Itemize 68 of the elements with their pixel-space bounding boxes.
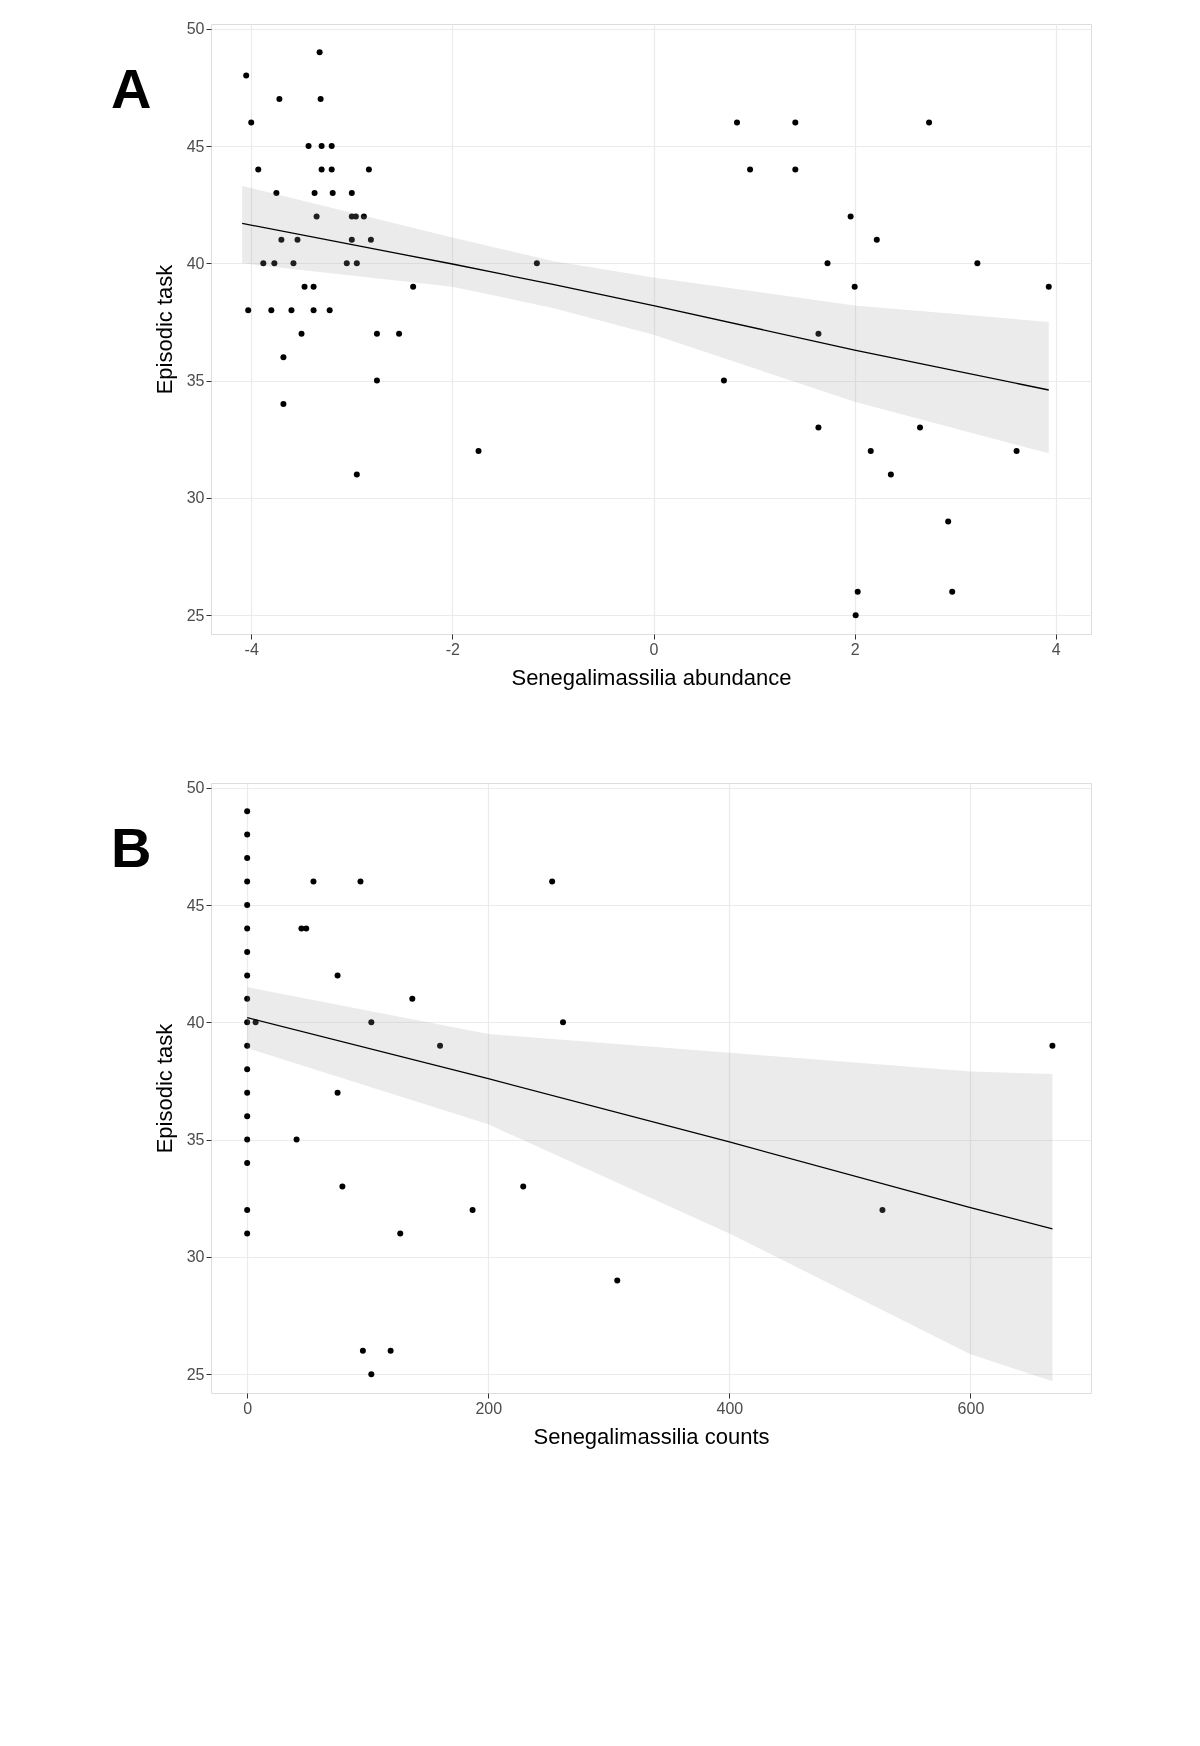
x-tick-label: -2 <box>445 640 461 658</box>
x-tick-label: 400 <box>716 1399 744 1417</box>
x-tick-label: 0 <box>649 640 659 658</box>
point <box>469 1207 476 1213</box>
point <box>244 1230 251 1237</box>
x-tick-label: 0 <box>243 1399 253 1417</box>
point <box>244 1042 251 1049</box>
x-tick-label: 4 <box>1051 640 1061 658</box>
point <box>409 995 416 1002</box>
point <box>244 972 251 979</box>
point <box>244 808 251 815</box>
point <box>397 1230 404 1237</box>
text: A <box>111 57 152 120</box>
x-tick-label: 2 <box>850 640 860 658</box>
line-series <box>241 222 1050 391</box>
x-axis-title: Senegalimassilia counts <box>533 1423 770 1449</box>
y-axis-title: Episodic task <box>151 263 177 395</box>
x-tick-label: 200 <box>475 1399 503 1417</box>
point <box>334 972 341 979</box>
point <box>310 878 317 885</box>
point <box>244 1207 251 1213</box>
point <box>244 925 251 932</box>
point <box>387 1347 394 1354</box>
point <box>244 1089 251 1096</box>
point <box>368 1371 375 1378</box>
y-axis-title: Episodic task <box>151 1022 177 1154</box>
point <box>244 878 251 885</box>
point <box>1049 1042 1056 1049</box>
point <box>549 878 556 885</box>
point <box>303 925 310 932</box>
y-tick-label: 40 <box>186 254 205 272</box>
point <box>560 1019 566 1026</box>
point <box>614 1277 621 1284</box>
y-tick-label: 45 <box>186 896 205 914</box>
y-tick-label: 35 <box>186 372 205 390</box>
point <box>879 1207 886 1213</box>
x-tick-label: -4 <box>244 640 259 658</box>
point <box>244 948 251 955</box>
point <box>244 1066 251 1073</box>
y-tick-label: 50 <box>186 20 205 38</box>
point <box>244 902 251 908</box>
y-tick-label: 45 <box>186 137 205 155</box>
y-tick-label: 35 <box>186 1131 205 1149</box>
y-tick-label: 30 <box>186 489 205 507</box>
y-tick-label: 30 <box>186 1248 205 1266</box>
point <box>339 1183 346 1190</box>
point <box>244 995 251 1002</box>
point <box>244 831 251 838</box>
text: B <box>111 816 152 879</box>
y-tick-label: 25 <box>186 1365 205 1383</box>
point <box>244 1113 251 1120</box>
point <box>368 1019 375 1026</box>
line-series <box>246 1016 1054 1230</box>
point <box>244 1019 251 1026</box>
point <box>437 1042 444 1049</box>
point <box>359 1347 366 1354</box>
point <box>244 855 251 862</box>
point <box>357 878 364 885</box>
point <box>520 1183 527 1190</box>
x-tick-label: 600 <box>957 1399 985 1417</box>
y-tick-label: 25 <box>186 606 205 624</box>
x-axis-title: Senegalimassilia abundance <box>511 664 792 690</box>
point <box>293 1136 300 1143</box>
point <box>244 1136 251 1143</box>
point <box>334 1089 341 1096</box>
y-tick-label: 50 <box>186 779 205 797</box>
y-tick-label: 40 <box>186 1013 205 1031</box>
point <box>244 1160 251 1167</box>
